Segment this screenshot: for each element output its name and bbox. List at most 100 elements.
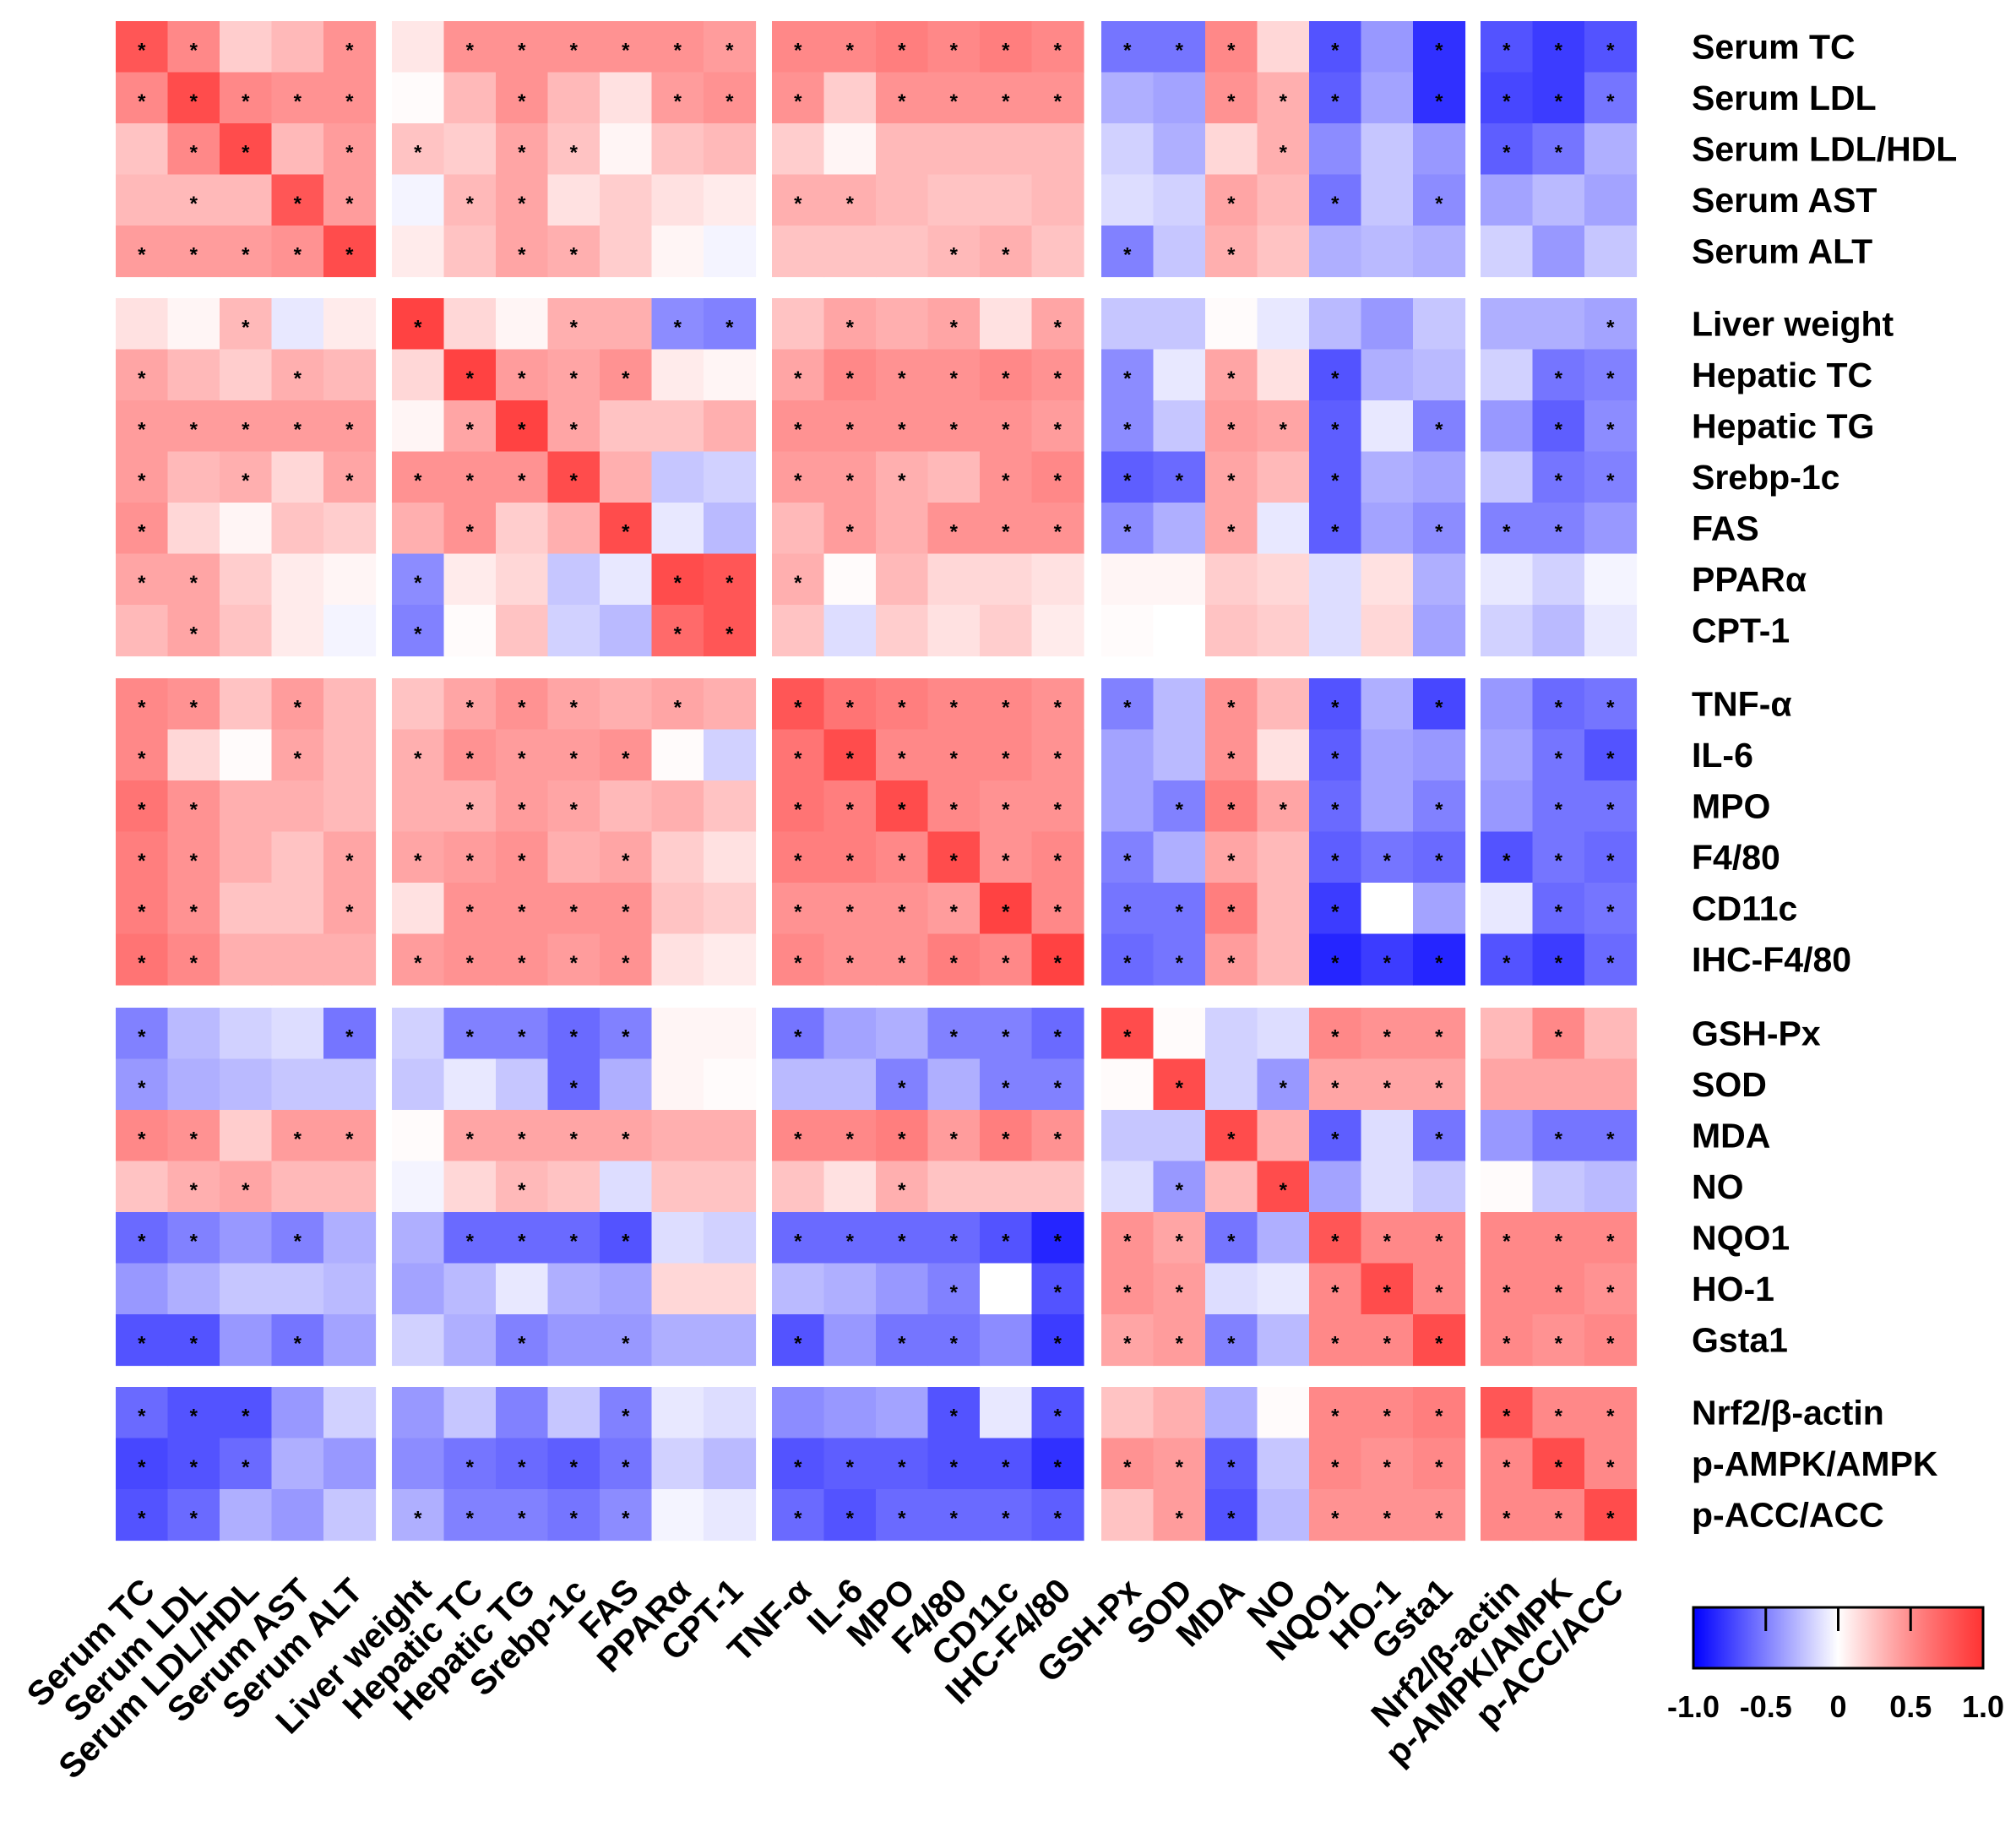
significance-star: * xyxy=(1054,952,1062,975)
significance-star: * xyxy=(674,39,682,62)
row-label: p-ACC/ACC xyxy=(1692,1495,1884,1534)
heatmap-cell xyxy=(1154,123,1206,175)
significance-star: * xyxy=(846,1128,855,1150)
heatmap-cell xyxy=(1413,554,1465,606)
significance-star: * xyxy=(950,1281,959,1304)
heatmap-cell xyxy=(392,1264,444,1315)
significance-star: * xyxy=(518,470,526,492)
heatmap-cell xyxy=(1584,175,1637,226)
heatmap-cell xyxy=(168,298,220,350)
significance-star: * xyxy=(138,39,146,62)
significance-star: * xyxy=(898,850,906,873)
significance-star: * xyxy=(1227,1332,1236,1355)
significance-star: * xyxy=(1606,1332,1615,1355)
significance-star: * xyxy=(414,141,422,164)
heatmap-cell xyxy=(876,298,928,350)
significance-star: * xyxy=(1227,243,1236,266)
heatmap-cell xyxy=(548,503,600,554)
heatmap-cell xyxy=(220,1489,272,1541)
significance-star: * xyxy=(674,572,682,595)
significance-star: * xyxy=(1502,1456,1511,1479)
significance-star: * xyxy=(622,1128,630,1150)
significance-star: * xyxy=(570,141,579,164)
row-label: SOD xyxy=(1692,1065,1767,1104)
significance-star: * xyxy=(190,952,198,975)
heatmap-cell xyxy=(496,298,548,350)
significance-star: * xyxy=(1383,1456,1392,1479)
heatmap-cell xyxy=(392,175,444,226)
significance-star: * xyxy=(1054,316,1062,339)
significance-star: * xyxy=(1227,1507,1236,1530)
heatmap-cell xyxy=(1584,554,1637,606)
heatmap-cell xyxy=(1258,934,1310,986)
heatmap-cell xyxy=(392,1110,444,1161)
significance-star: * xyxy=(622,900,630,923)
significance-star: * xyxy=(1331,193,1339,215)
heatmap-cell xyxy=(1205,1161,1258,1213)
heatmap-cell xyxy=(272,452,324,503)
heatmap-cells xyxy=(116,21,1637,1541)
heatmap-cell xyxy=(1154,554,1206,606)
significance-star: * xyxy=(898,798,906,821)
heatmap-cell xyxy=(1154,678,1206,730)
heatmap-cell xyxy=(1361,883,1414,934)
significance-star: * xyxy=(794,952,802,975)
heatmap-cell xyxy=(1481,1161,1533,1213)
significance-star: * xyxy=(1176,1281,1184,1304)
heatmap-cell xyxy=(824,73,877,124)
heatmap-cell xyxy=(1361,400,1414,452)
heatmap-cell xyxy=(1361,605,1414,656)
significance-star: * xyxy=(294,1230,302,1253)
significance-star: * xyxy=(1435,1281,1443,1304)
significance-star: * xyxy=(1331,850,1339,873)
significance-star: * xyxy=(1502,39,1511,62)
significance-star: * xyxy=(898,1230,906,1253)
significance-star: * xyxy=(1227,798,1236,821)
heatmap-cell xyxy=(1481,452,1533,503)
significance-star: * xyxy=(950,1456,959,1479)
heatmap-cell xyxy=(1309,1161,1361,1213)
heatmap-cell xyxy=(652,226,704,277)
heatmap-cell xyxy=(1258,554,1310,606)
heatmap-cell xyxy=(704,1387,756,1438)
heatmap-cell xyxy=(772,123,824,175)
heatmap-cell xyxy=(272,21,324,73)
significance-star: * xyxy=(1606,1128,1615,1150)
significance-star: * xyxy=(794,1332,802,1355)
heatmap-cell xyxy=(1361,175,1414,226)
heatmap-cell xyxy=(704,452,756,503)
significance-star: * xyxy=(242,418,250,441)
significance-star: * xyxy=(1331,1281,1339,1304)
heatmap-cell xyxy=(272,1489,324,1541)
significance-star: * xyxy=(518,952,526,975)
heatmap-cell xyxy=(876,1387,928,1438)
heatmap-cell xyxy=(1309,605,1361,656)
heatmap-cell xyxy=(548,1161,600,1213)
heatmap-cell xyxy=(652,1314,704,1366)
heatmap-cell xyxy=(1309,226,1361,277)
significance-star: * xyxy=(570,1128,579,1150)
significance-star: * xyxy=(190,39,198,62)
significance-star: * xyxy=(518,193,526,215)
significance-star: * xyxy=(570,696,579,719)
heatmap-cell xyxy=(323,1059,376,1111)
significance-star: * xyxy=(1383,952,1392,975)
significance-star: * xyxy=(898,1077,906,1100)
significance-star: * xyxy=(725,623,734,645)
heatmap-cell xyxy=(116,123,168,175)
significance-star: * xyxy=(138,1405,146,1427)
heatmap-cell xyxy=(1533,1059,1585,1111)
significance-star: * xyxy=(1606,696,1615,719)
significance-star: * xyxy=(1383,1405,1392,1427)
heatmap-cell xyxy=(772,605,824,656)
significance-star: * xyxy=(1606,1405,1615,1427)
heatmap-cell xyxy=(1361,678,1414,730)
significance-star: * xyxy=(1123,418,1132,441)
significance-star: * xyxy=(1002,418,1010,441)
significance-star: * xyxy=(846,1456,855,1479)
heatmap-cell xyxy=(1101,1161,1154,1213)
heatmap-cell xyxy=(1258,1008,1310,1059)
heatmap-cell xyxy=(1101,780,1154,832)
significance-star: * xyxy=(138,798,146,821)
significance-star: * xyxy=(1002,243,1010,266)
